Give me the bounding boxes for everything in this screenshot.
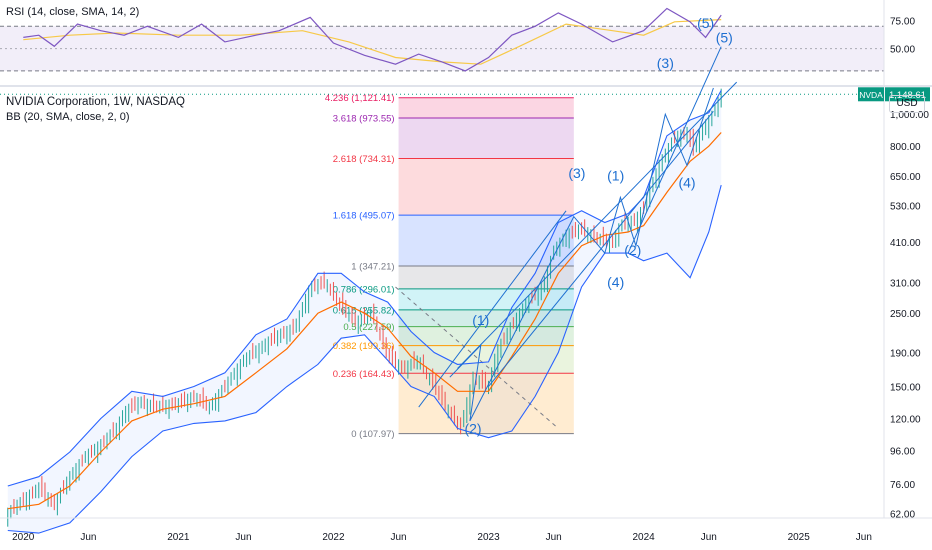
rsi-sma-line <box>23 19 722 65</box>
fib-trend-line <box>395 286 559 429</box>
time-tick-9: Jun <box>701 532 717 543</box>
rsi-legend-label: RSI (14, close, SMA, 14, 2) <box>6 6 140 18</box>
fib-level-label-10: 0 (107.97) <box>351 429 394 440</box>
wave-label-9: (5) <box>716 29 733 45</box>
fib-zone-7 <box>398 326 574 346</box>
fib-level-label-7: 0.5 (227.59) <box>343 322 394 333</box>
fib-level-label-1: 3.618 (973.55) <box>333 114 395 125</box>
price-tick-7: 310.00 <box>890 278 921 289</box>
wave-label-2: (3) <box>568 165 585 181</box>
trend-line-steep <box>627 46 722 254</box>
main-legend[interactable]: NVIDIA Corporation, 1W, NASDAQ BB (20, S… <box>6 96 185 123</box>
fib-level-label-0: 4.236 (1,121.41) <box>325 93 395 104</box>
rsi-legend[interactable]: RSI (14, close, SMA, 14, 2) <box>6 6 139 18</box>
ticker-tag-bg <box>858 87 884 102</box>
fib-level-label-9: 0.236 (164.43) <box>333 369 395 380</box>
currency-badge[interactable]: USD <box>889 95 925 113</box>
fib-zone-0 <box>398 97 574 119</box>
price-tick-0: 62.00 <box>890 509 915 520</box>
bb-basis-line <box>7 132 722 510</box>
fib-level-label-5: 0.786 (296.01) <box>333 284 395 295</box>
trend-line-base <box>418 210 567 408</box>
fib-zone-2 <box>398 158 574 216</box>
fib-zone-6 <box>398 309 574 327</box>
price-tick-4: 150.00 <box>890 382 921 393</box>
rsi-pane <box>0 7 932 87</box>
fib-zone-5 <box>398 288 574 310</box>
fib-level-label-3: 1.618 (495.07) <box>333 211 395 222</box>
price-tick-12: 1,000.00 <box>890 110 929 121</box>
time-tick-2: 2021 <box>167 532 190 543</box>
price-tag-bg <box>885 87 930 102</box>
rsi-tick-1: 50.00 <box>890 45 915 56</box>
price-tick-8: 410.00 <box>890 238 921 249</box>
price-tick-1: 76.00 <box>890 480 915 491</box>
fib-zone-9 <box>398 373 574 434</box>
price-tick-11: 800.00 <box>890 142 921 153</box>
fib-level-label-2: 2.618 (734.31) <box>333 154 395 165</box>
main-pane: 4.236 (1,121.41) 3.618 (973.55) 2.618 (734… <box>0 15 884 534</box>
price-tick-6: 250.00 <box>890 309 921 320</box>
bb-upper-line <box>7 90 722 487</box>
trend-line-lower <box>488 111 714 387</box>
price-tick-3: 120.00 <box>890 415 921 426</box>
wave-label-3: (1) <box>607 167 624 183</box>
rsi-line <box>23 7 722 72</box>
fib-zone-8 <box>398 345 574 374</box>
time-tick-8: 2024 <box>632 532 655 543</box>
time-tick-1: Jun <box>80 532 96 543</box>
time-tick-11: Jun <box>856 532 872 543</box>
rsi-tick-0: 75.00 <box>890 17 915 28</box>
fib-level-label-4: 1 (347.21) <box>351 262 394 273</box>
trend-line-upper <box>457 81 738 369</box>
wave-label-4: (2) <box>624 242 641 258</box>
fib-zone-1 <box>398 118 574 159</box>
fib-zone-3 <box>398 215 574 267</box>
price-tick-5: 190.00 <box>890 349 921 360</box>
time-tick-7: Jun <box>546 532 562 543</box>
time-tick-3: Jun <box>235 532 251 543</box>
ticker-tag-label: NVDA <box>859 90 883 100</box>
wave-path <box>449 87 714 422</box>
wave-label-7: (4) <box>678 174 695 190</box>
wave-label-1: (2) <box>464 421 481 437</box>
price-tick-2: 96.00 <box>890 447 915 458</box>
time-tick-6: 2023 <box>477 532 500 543</box>
indicator-legend: BB (20, SMA, close, 2, 0) <box>6 111 130 123</box>
fib-level-label-8: 0.382 (199.36) <box>333 341 395 352</box>
symbol-title: NVIDIA Corporation, 1W, NASDAQ <box>6 96 185 108</box>
time-tick-4: 2022 <box>322 532 345 543</box>
fib-zone-4 <box>398 266 574 289</box>
fib-level-label-6: 0.618 (255.82) <box>333 305 395 316</box>
wave-label-5: (4) <box>607 274 624 290</box>
currency-label: USD <box>896 98 918 109</box>
price-tick-10: 650.00 <box>890 172 921 183</box>
time-tick-10: 2025 <box>788 532 811 543</box>
time-tick-0: 2020 <box>12 532 35 543</box>
wave-label-6: (3) <box>657 55 674 71</box>
price-tick-9: 530.00 <box>890 201 921 212</box>
wave-label-8: (5) <box>697 15 714 31</box>
time-tick-5: Jun <box>391 532 407 543</box>
bb-lower-line <box>7 184 722 534</box>
wave-label-0: (1) <box>472 312 489 328</box>
